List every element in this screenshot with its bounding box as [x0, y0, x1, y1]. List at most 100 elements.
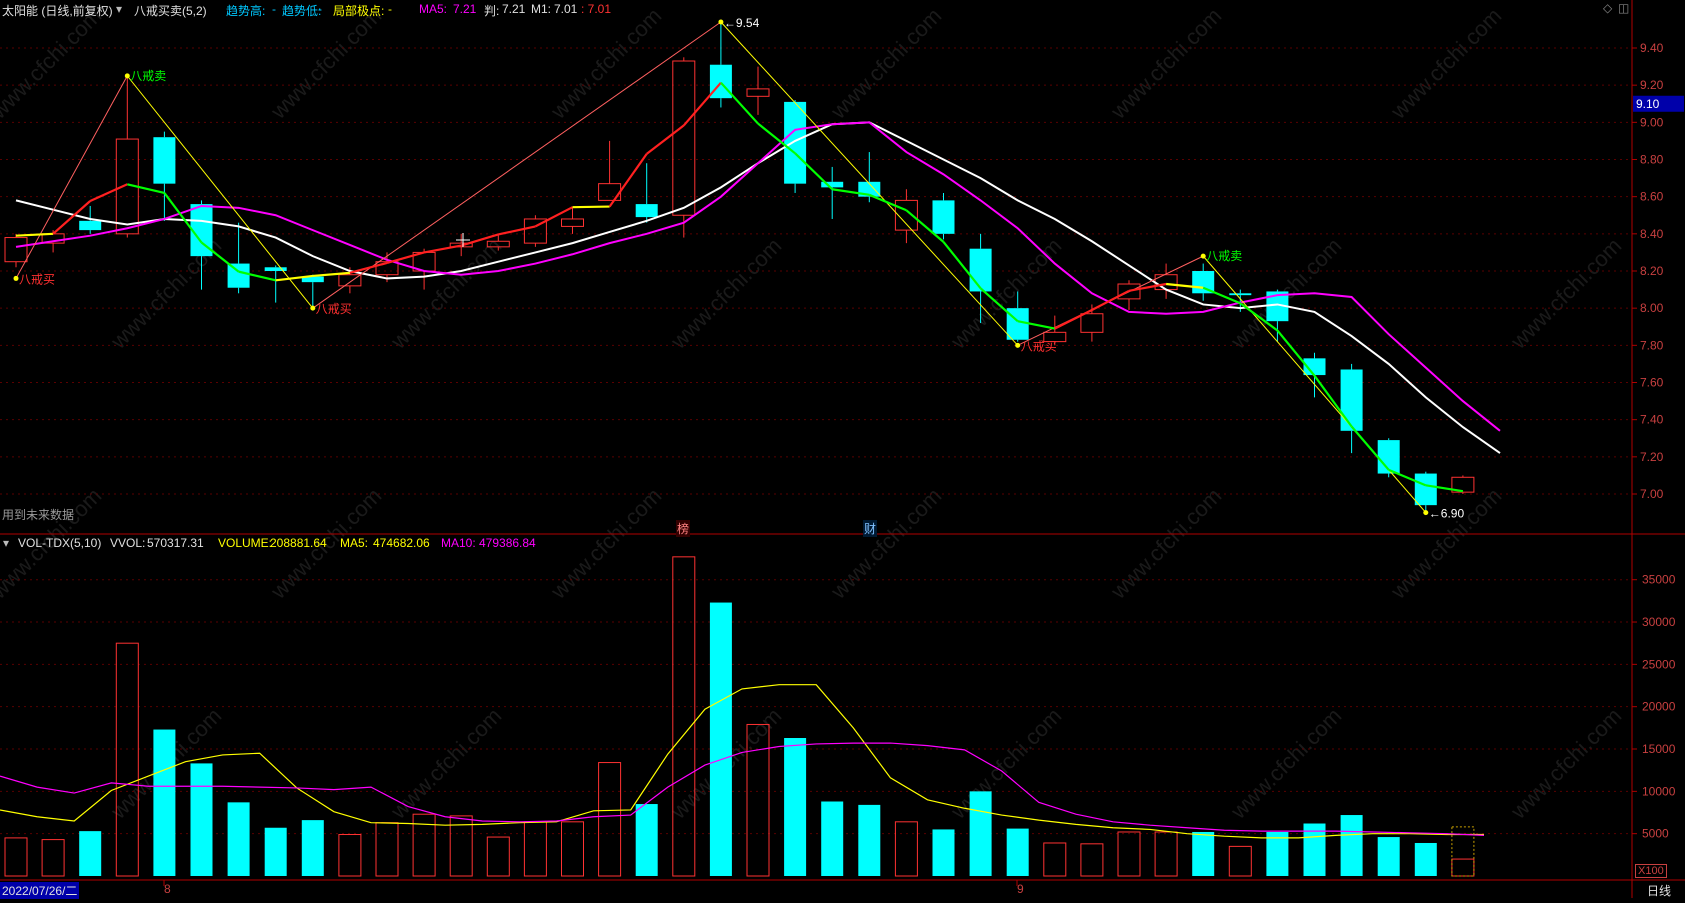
volume-bar-down — [301, 820, 324, 876]
volume-bar-up — [672, 556, 696, 877]
candle-up — [561, 218, 584, 227]
candle-down — [79, 220, 102, 231]
price-tick-label: 9.20 — [1640, 78, 1664, 92]
price-tick-label: 8.60 — [1640, 190, 1664, 204]
volume-ma-line — [0, 684, 1484, 839]
volume-bar-down — [79, 831, 102, 876]
period-label[interactable]: 日线 — [1647, 884, 1672, 898]
current-price-tag — [1633, 95, 1684, 112]
cai-marker[interactable]: 财 — [863, 520, 878, 537]
window-toggle-icon[interactable]: ◫ — [1618, 1, 1630, 15]
volume-bar-down — [153, 729, 176, 876]
trend-line-segment — [757, 122, 796, 155]
volume-menu-icon[interactable]: ▾ — [3, 536, 10, 550]
trend-low-label: 趋势低: — [282, 4, 322, 18]
zigzag-line — [126, 75, 314, 309]
volume-indicator-name[interactable]: VOL-TDX(5,10) — [18, 536, 102, 550]
price-panel-header: 太阳能 (日线,前复权) ▾ 八戒买卖(5,2) 趋势高: - 趋势低: - 局… — [0, 0, 1630, 18]
price-tick-label: 7.00 — [1640, 487, 1664, 501]
price-tick-label: 9.40 — [1640, 41, 1664, 55]
signal-label: ←6.90 — [1429, 507, 1465, 521]
volume-bar-down — [1006, 828, 1029, 876]
indicator-name[interactable]: 八戒买卖(5,2) — [134, 4, 207, 18]
watermark-text: www.cfchi.com — [265, 3, 386, 124]
volume-tick-label: 35000 — [1642, 573, 1676, 587]
trend-line-segment — [349, 261, 388, 274]
signal-dot — [1423, 510, 1429, 516]
volume-value: 208881.64 — [270, 536, 327, 550]
volume-bar-down — [709, 602, 732, 876]
volume-bar-up — [894, 821, 918, 877]
volume-bar-up — [561, 821, 584, 877]
trend-line-segment — [720, 81, 759, 125]
candle-down — [821, 181, 844, 188]
candle-up — [746, 88, 770, 97]
volume-bar-down — [1340, 815, 1363, 876]
trend-line-segment — [1017, 320, 1056, 330]
volume-bar-down — [227, 802, 250, 876]
volume-ma-line — [0, 742, 1485, 836]
trend-line-segment — [942, 241, 982, 290]
watermark-text: www.cfchi.com — [385, 703, 506, 824]
candle-down — [932, 200, 955, 234]
candle-down — [1340, 369, 1363, 431]
trend-line-segment — [423, 244, 462, 254]
candle-down — [1377, 440, 1400, 474]
indicator-menu-icon[interactable]: ▾ — [116, 2, 123, 16]
watermark-text: www.cfchi.com — [385, 233, 506, 354]
price-tick-label: 7.60 — [1640, 376, 1664, 390]
candle-down — [1229, 293, 1252, 296]
signal-label: 八戒买 — [316, 302, 352, 316]
local-extreme-value: - — [388, 2, 392, 16]
volume-bar-down — [784, 738, 807, 876]
candle-up — [4, 237, 28, 263]
zigzag-line — [15, 75, 128, 279]
trend-line-segment — [905, 209, 945, 243]
volume-bar-up — [486, 836, 510, 877]
trend-line-segment — [682, 81, 722, 127]
candle-down — [969, 248, 992, 292]
local-extreme-label: 局部极点: — [333, 4, 385, 18]
price-tick-label: 8.00 — [1640, 301, 1664, 315]
price-tick-label: 8.20 — [1640, 264, 1664, 278]
trend-line-segment — [15, 232, 54, 237]
trend-line-segment — [1388, 468, 1427, 487]
volume-bar-down — [1377, 837, 1400, 876]
volume-bar-up — [115, 642, 139, 877]
scale-x100[interactable]: X100 — [1635, 864, 1667, 878]
watermark-text: www.cfchi.com — [545, 3, 666, 124]
volume-tick-label: 5000 — [1642, 827, 1669, 841]
candle-up — [338, 274, 362, 287]
trend-line-segment — [275, 274, 313, 282]
price-tick-label: 8.40 — [1640, 227, 1664, 241]
zigzag-line — [1202, 255, 1427, 513]
trend-high-value: - — [272, 2, 276, 16]
candle-down — [1266, 291, 1289, 322]
axis-month-9: 9 — [1017, 882, 1024, 896]
trend-line-segment — [1425, 484, 1464, 493]
trend-line-segment — [1202, 286, 1241, 305]
volume-bar-up — [1117, 831, 1141, 877]
signal-dot — [124, 73, 130, 79]
trend-line-segment — [238, 270, 276, 282]
m1-value: 7.01 — [554, 2, 578, 16]
signal-label: 八戒卖 — [1206, 249, 1242, 263]
price-tick-label: 9.00 — [1640, 115, 1664, 129]
diamond-icon[interactable]: ◇ — [1603, 1, 1613, 15]
trend-line-segment — [794, 152, 833, 191]
ma5-value: 7.21 — [453, 2, 477, 16]
price-ma-line — [15, 121, 1501, 432]
watermark-text: www.cfchi.com — [825, 3, 946, 124]
judge-value: 7.21 — [502, 2, 526, 16]
signal-dot — [1200, 253, 1206, 259]
stock-name[interactable]: 太阳能 (日线,前复权) — [2, 4, 113, 18]
volume-bar-up — [523, 821, 547, 877]
watermark-text: www.cfchi.com — [1385, 3, 1506, 124]
candle-up — [486, 240, 510, 248]
watermark-text: www.cfchi.com — [945, 703, 1066, 824]
watermark-text: www.cfchi.com — [1505, 233, 1626, 354]
bang-marker[interactable]: 榜 — [676, 520, 691, 537]
candle-up — [672, 60, 696, 216]
trend-line-segment — [534, 206, 574, 228]
